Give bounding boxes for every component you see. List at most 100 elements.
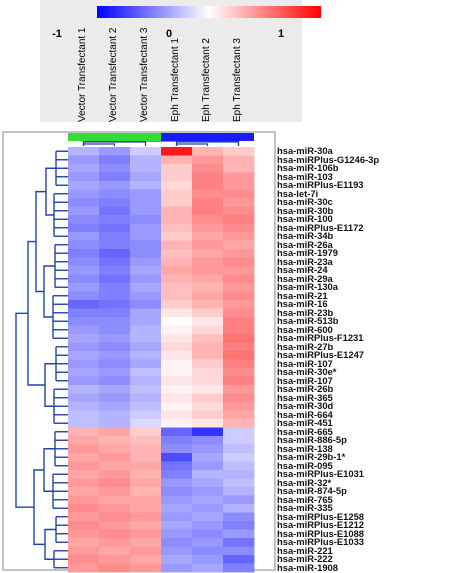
heatmap-cell	[130, 461, 162, 471]
heatmap-cell	[130, 563, 162, 573]
heatmap-cell	[130, 487, 162, 496]
heatmap-cell	[161, 368, 193, 377]
heatmap-cell	[99, 529, 131, 539]
heatmap-cell	[68, 453, 100, 462]
heatmap-cell	[192, 317, 224, 326]
heatmap-cell	[192, 461, 224, 471]
heatmap-cell	[161, 300, 193, 309]
heatmap-cell	[192, 393, 224, 403]
heatmap-cell	[161, 453, 193, 462]
heatmap-cell	[161, 512, 193, 522]
row-label: hsa-miR-26a	[277, 238, 333, 250]
heatmap-cell	[130, 436, 162, 445]
heatmap-cell	[161, 495, 193, 505]
heatmap-cell	[192, 147, 224, 156]
heatmap-cell	[68, 495, 100, 505]
heatmap-cell	[192, 283, 224, 292]
heatmap-cell	[99, 164, 131, 173]
heatmap-cell	[161, 164, 193, 173]
heatmap-cell	[99, 317, 131, 326]
heatmap-cell	[192, 521, 224, 530]
row-label: hsa-miR-30e*	[277, 366, 337, 377]
heatmap-cell	[130, 393, 162, 403]
heatmap-cell	[192, 198, 224, 207]
heatmap-cell	[68, 215, 100, 224]
heatmap-cells	[68, 147, 255, 573]
heatmap-cell	[68, 291, 100, 301]
heatmap-cell	[130, 189, 162, 199]
heatmap-cell	[130, 470, 162, 479]
heatmap-cell	[68, 351, 100, 360]
heatmap-cell	[223, 206, 255, 216]
heatmap-cell	[99, 257, 131, 267]
heatmap-cell	[223, 232, 255, 241]
heatmap-cell	[192, 453, 224, 462]
row-label: hsa-miR-32*	[277, 476, 332, 488]
heatmap-cell	[99, 308, 131, 318]
heatmap-cell	[192, 232, 224, 241]
heatmap-cell	[130, 521, 162, 530]
heatmap-cell	[161, 538, 193, 547]
heatmap-cell	[161, 257, 193, 267]
heatmap-cell	[223, 393, 255, 403]
row-label: hsa-miR-600	[277, 323, 333, 335]
heatmap-cell	[130, 164, 162, 173]
heatmap-cell	[99, 359, 131, 369]
heatmap-cell	[192, 419, 224, 428]
heatmap-cell	[161, 189, 193, 199]
heatmap-cell	[223, 504, 255, 513]
heatmap-cell	[192, 487, 224, 496]
heatmap-cell	[68, 385, 100, 394]
row-label: hsa-miR-335	[277, 502, 333, 513]
row-label: hsa-miR-103	[277, 170, 333, 182]
heatmap-cell	[223, 495, 255, 505]
heatmap-cell	[130, 317, 162, 326]
heatmap-cell	[223, 308, 255, 318]
heatmap-cell	[161, 359, 193, 369]
heatmap-cell	[68, 529, 100, 539]
row-label: hsa-miR-107	[277, 374, 333, 386]
heatmap-cell	[192, 223, 224, 233]
heatmap-cell	[68, 427, 100, 437]
heatmap-cell	[223, 172, 255, 182]
heatmap-cell	[130, 325, 162, 335]
row-label: hsa-miR-23a	[277, 255, 333, 267]
heatmap-cell	[161, 181, 193, 190]
row-label: hsa-miRPlus-E1172	[277, 221, 364, 233]
heatmap-cell	[223, 555, 255, 564]
heatmap-cell	[99, 538, 131, 547]
color-scale-bar	[97, 6, 321, 18]
row-label: hsa-miRPlus-E1031	[277, 468, 365, 479]
heatmap-cell	[161, 555, 193, 564]
heatmap-cell	[68, 274, 100, 284]
heatmap-cell	[161, 317, 193, 326]
heatmap-cell	[161, 402, 193, 411]
row-label: hsa-miRPlus-E1088	[277, 527, 365, 539]
heatmap-cell	[68, 206, 100, 216]
heatmap-cell	[192, 342, 224, 352]
column-label: Eph Transfectant 2	[201, 38, 212, 122]
heatmap-cell	[161, 172, 193, 182]
heatmap-cell	[192, 436, 224, 445]
heatmap-cell	[68, 478, 100, 488]
column-label: Vector Transfectant 2	[108, 27, 119, 123]
heatmap-cell	[192, 368, 224, 377]
heatmap-cell	[68, 444, 100, 454]
heatmap-cell	[99, 512, 131, 522]
heatmap-cell	[192, 512, 224, 522]
heatmap-cell	[68, 334, 100, 343]
heatmap-cell	[192, 495, 224, 505]
row-label: hsa-miR-30c	[277, 196, 333, 207]
heatmap-cell	[161, 274, 193, 284]
heatmap-cell	[99, 206, 131, 216]
heatmap-cell	[99, 427, 131, 437]
heatmap-cell	[99, 487, 131, 496]
heatmap-cell	[99, 266, 131, 275]
color-key	[40, 0, 321, 122]
heatmap-cell	[68, 563, 100, 573]
heatmap-cell	[161, 206, 193, 216]
heatmap-cell	[130, 223, 162, 233]
heatmap-cell	[192, 376, 224, 386]
heatmap-cell	[130, 385, 162, 394]
heatmap-cell	[68, 512, 100, 522]
